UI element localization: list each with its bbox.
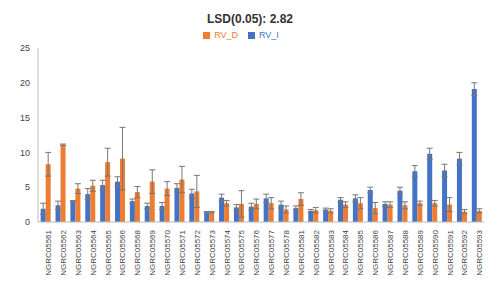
svg-text:NGRC05591: NGRC05591 bbox=[446, 229, 455, 275]
svg-text:NGRC05577: NGRC05577 bbox=[267, 229, 276, 275]
svg-text:NGRC05564: NGRC05564 bbox=[89, 229, 98, 275]
svg-text:NGRC05576: NGRC05576 bbox=[252, 229, 261, 275]
svg-text:0: 0 bbox=[25, 217, 30, 227]
svg-text:NGRC05583: NGRC05583 bbox=[327, 229, 336, 275]
svg-text:NGRC05578: NGRC05578 bbox=[282, 229, 291, 275]
svg-text:NGRC05585: NGRC05585 bbox=[356, 229, 365, 275]
svg-text:NGRC05566: NGRC05566 bbox=[118, 229, 127, 275]
svg-text:NGRC05561: NGRC05561 bbox=[44, 229, 53, 275]
svg-text:NGRC05584: NGRC05584 bbox=[341, 229, 350, 275]
svg-text:NGRC05569: NGRC05569 bbox=[148, 229, 157, 275]
svg-text:NGRC05563: NGRC05563 bbox=[74, 229, 83, 275]
svg-text:NGRC05587: NGRC05587 bbox=[386, 229, 395, 275]
svg-text:NGRC05581: NGRC05581 bbox=[297, 229, 306, 275]
html-text:RV_I: RV_I bbox=[259, 30, 279, 40]
svg-text:NGRC05572: NGRC05572 bbox=[193, 229, 202, 275]
svg-text:NGRC05575: NGRC05575 bbox=[237, 229, 246, 275]
svg-text:NGRC05568: NGRC05568 bbox=[133, 229, 142, 275]
svg-text:NGRC05574: NGRC05574 bbox=[223, 229, 232, 275]
svg-text:10: 10 bbox=[20, 148, 30, 158]
svg-text:NGRC05588: NGRC05588 bbox=[401, 229, 410, 275]
svg-text:NGRC05571: NGRC05571 bbox=[178, 229, 187, 275]
svg-text:20: 20 bbox=[20, 78, 30, 88]
svg-text:NGRC05582: NGRC05582 bbox=[312, 229, 321, 275]
svg-text:15: 15 bbox=[20, 113, 30, 123]
svg-text:NGRC05593: NGRC05593 bbox=[475, 229, 484, 275]
html-text:LSD(0.05): 2.82: LSD(0.05): 2.82 bbox=[207, 12, 293, 26]
svg-text:NGRC05590: NGRC05590 bbox=[431, 229, 440, 275]
svg-text:5: 5 bbox=[25, 182, 30, 192]
svg-text:NGRC05570: NGRC05570 bbox=[163, 229, 172, 275]
svg-text:NGRC05573: NGRC05573 bbox=[208, 229, 217, 275]
svg-text:NGRC05592: NGRC05592 bbox=[460, 229, 469, 275]
svg-text:NGRC05565: NGRC05565 bbox=[104, 229, 113, 275]
svg-text:25: 25 bbox=[20, 43, 30, 53]
svg-text:NGRC05562: NGRC05562 bbox=[59, 229, 68, 275]
svg-text:NGRC05586: NGRC05586 bbox=[371, 229, 380, 275]
svg-text:NGRC05589: NGRC05589 bbox=[416, 229, 425, 275]
html-text:RV_D: RV_D bbox=[214, 30, 238, 40]
